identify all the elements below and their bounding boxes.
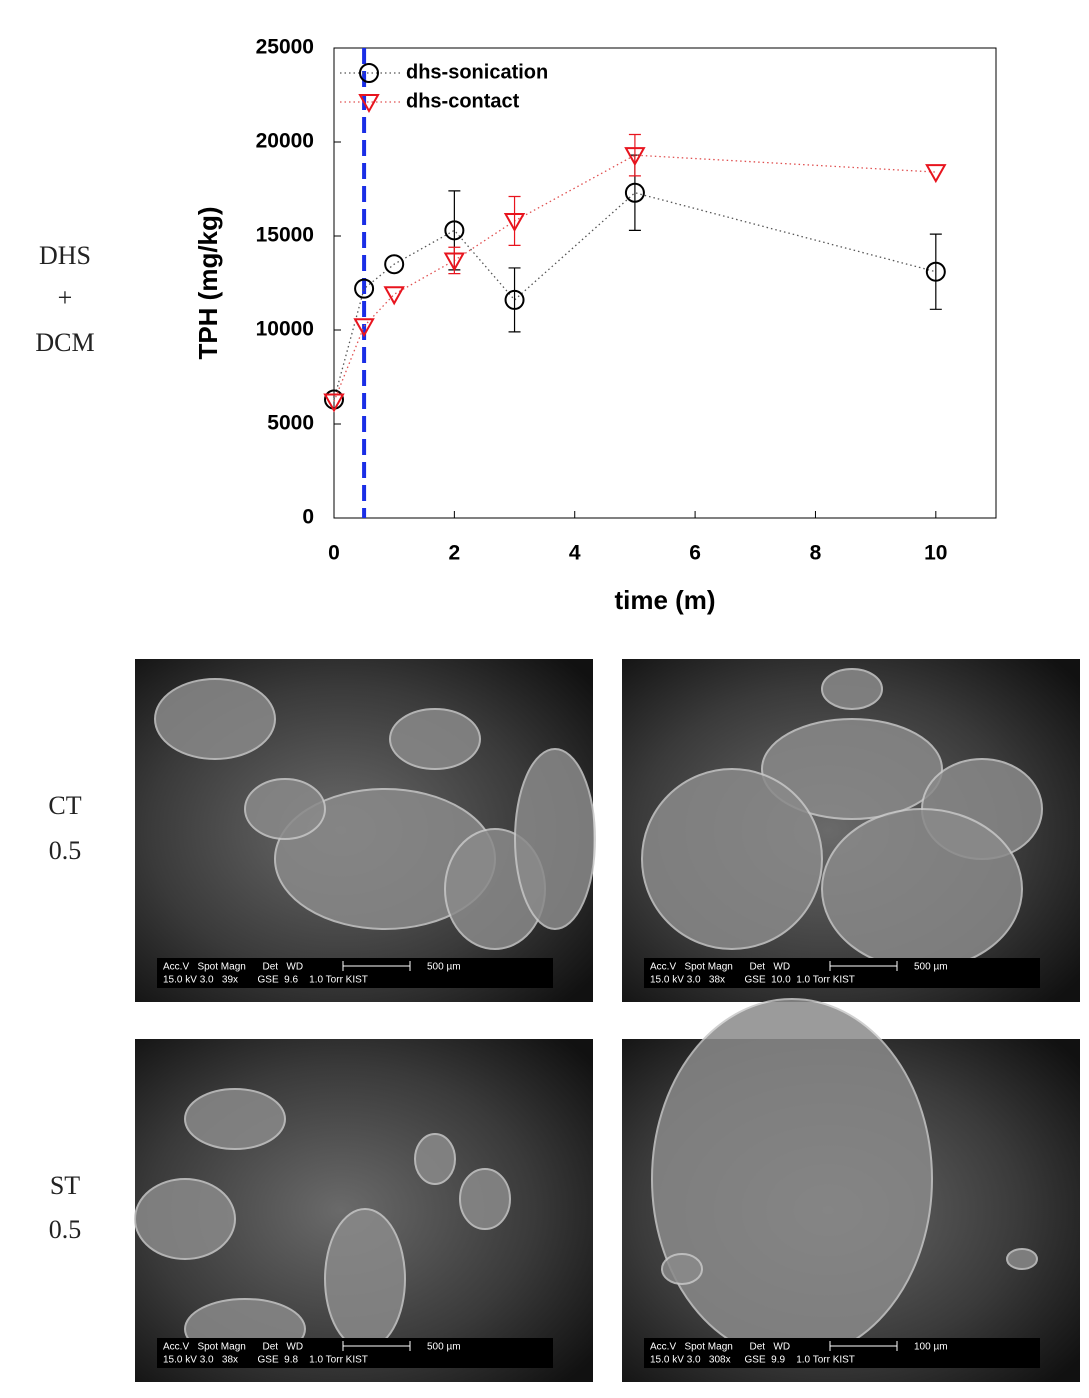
side-label: CT bbox=[48, 791, 81, 820]
particle bbox=[514, 748, 596, 930]
particle bbox=[184, 1088, 286, 1150]
x-tick-label: 2 bbox=[449, 542, 461, 565]
sem-info: 15.0 kV 3.0 38x GSE 10.0 1.0 Torr KIST bbox=[650, 975, 855, 986]
x-tick-label: 0 bbox=[328, 542, 340, 565]
y-tick-label: 0 bbox=[302, 506, 314, 529]
side-label: DHS bbox=[39, 241, 91, 270]
scale-bar bbox=[342, 961, 411, 971]
data-point bbox=[384, 254, 405, 275]
scale-bar bbox=[829, 1341, 898, 1351]
data-point bbox=[353, 318, 375, 338]
sem-info: 15.0 kV 3.0 38x GSE 9.8 1.0 Torr KIST bbox=[163, 1355, 368, 1366]
data-point bbox=[444, 220, 465, 241]
particle bbox=[661, 1253, 703, 1285]
y-tick-label: 20000 bbox=[256, 130, 314, 153]
sem-image: Acc.V Spot Magn Det WD 15.0 kV 3.0 308x G… bbox=[622, 998, 1080, 1382]
sem-info: Acc.V Spot Magn Det WD bbox=[650, 962, 790, 973]
side-label: 0.5 bbox=[49, 1215, 82, 1244]
error-bar bbox=[628, 133, 641, 177]
y-tick-label: 25000 bbox=[256, 36, 314, 59]
info-bar bbox=[644, 1338, 1040, 1368]
particle bbox=[1006, 1248, 1038, 1270]
scale-label: 500 µm bbox=[914, 962, 948, 973]
error-bar bbox=[508, 267, 521, 333]
particle bbox=[821, 808, 1023, 970]
side-label: ST bbox=[50, 1171, 80, 1200]
data-point bbox=[443, 252, 466, 272]
y-tick-label: 10000 bbox=[256, 318, 314, 341]
error-bar bbox=[508, 195, 521, 246]
data-point bbox=[624, 147, 646, 167]
particle bbox=[459, 1168, 511, 1230]
particle bbox=[324, 1208, 406, 1350]
scale-bar bbox=[342, 1341, 411, 1351]
particle bbox=[821, 668, 883, 710]
particle bbox=[389, 708, 481, 770]
data-point bbox=[504, 289, 525, 310]
sem-image: Acc.V Spot Magn Det WD 15.0 kV 3.0 39x GS… bbox=[135, 659, 596, 1002]
x-tick-label: 4 bbox=[569, 542, 581, 565]
sem-image: Acc.V Spot Magn Det WD 15.0 kV 3.0 38x GS… bbox=[622, 659, 1080, 1002]
x-tick-label: 6 bbox=[689, 542, 701, 565]
side-label: 0.5 bbox=[49, 836, 82, 865]
data-point bbox=[323, 393, 345, 413]
data-point bbox=[624, 182, 645, 203]
particle bbox=[134, 1178, 236, 1260]
sem-info: Acc.V Spot Magn Det WD bbox=[163, 962, 303, 973]
data-point bbox=[383, 286, 405, 306]
data-point bbox=[925, 261, 946, 282]
y-tick-label: 15000 bbox=[256, 224, 314, 247]
sem-image: Acc.V Spot Magn Det WD 15.0 kV 3.0 38x GS… bbox=[134, 1039, 593, 1382]
plot-area bbox=[333, 47, 997, 519]
x-axis-label: time (m) bbox=[614, 585, 715, 615]
particle bbox=[641, 768, 823, 950]
error-bar bbox=[929, 233, 942, 310]
particle bbox=[154, 678, 276, 760]
legend-label: dhs-contact bbox=[406, 90, 520, 112]
sem-info: 15.0 kV 3.0 308x GSE 9.9 1.0 Torr KIST bbox=[650, 1355, 855, 1366]
scale-label: 500 µm bbox=[427, 962, 461, 973]
sem-info: Acc.V Spot Magn Det WD bbox=[163, 1342, 303, 1353]
legend-marker bbox=[358, 94, 380, 114]
particle bbox=[651, 998, 933, 1360]
particle bbox=[414, 1133, 456, 1185]
scale-bar bbox=[829, 961, 898, 971]
side-label: + bbox=[58, 283, 73, 312]
x-tick-label: 10 bbox=[924, 542, 947, 565]
info-bar bbox=[157, 1338, 553, 1368]
y-tick-label: 5000 bbox=[267, 412, 314, 435]
data-point bbox=[925, 164, 947, 184]
info-bar bbox=[644, 958, 1040, 988]
particle bbox=[761, 718, 943, 820]
legend-marker bbox=[359, 63, 379, 83]
sem-info: 15.0 kV 3.0 39x GSE 9.6 1.0 Torr KIST bbox=[163, 975, 368, 986]
scale-label: 500 µm bbox=[427, 1342, 461, 1353]
x-tick-label: 8 bbox=[810, 542, 822, 565]
scale-label: 100 µm bbox=[914, 1342, 948, 1353]
particle bbox=[244, 778, 326, 840]
side-label: DCM bbox=[35, 328, 94, 357]
sem-info: Acc.V Spot Magn Det WD bbox=[650, 1342, 790, 1353]
legend-label: dhs-sonication bbox=[406, 61, 548, 83]
info-bar bbox=[157, 958, 553, 988]
data-point bbox=[503, 212, 526, 232]
data-point bbox=[354, 278, 375, 299]
y-axis-label: TPH (mg/kg) bbox=[193, 206, 223, 359]
